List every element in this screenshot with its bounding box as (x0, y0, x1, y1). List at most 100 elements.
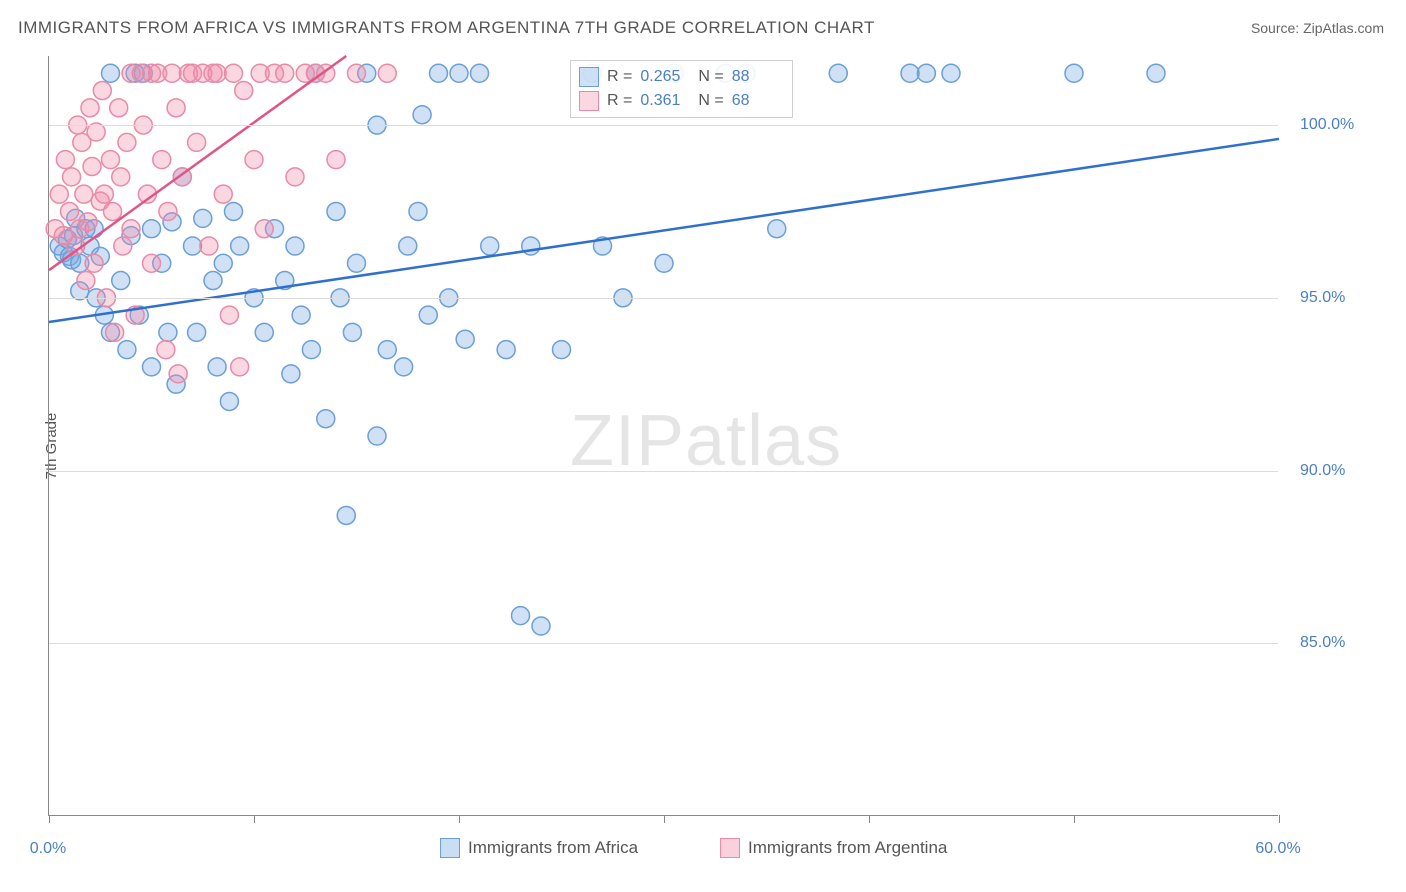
data-point (95, 185, 113, 203)
gridline (49, 471, 1278, 472)
data-point (93, 82, 111, 100)
x-tick (1074, 815, 1075, 823)
data-point (255, 323, 273, 341)
y-tick-label: 90.0% (1300, 462, 1345, 480)
data-point (225, 64, 243, 82)
gridline (49, 125, 1278, 126)
data-point (83, 158, 101, 176)
data-point (200, 237, 218, 255)
chart-svg (49, 56, 1278, 815)
data-point (143, 220, 161, 238)
data-point (79, 213, 97, 231)
legend-n-label: N = (698, 92, 723, 110)
data-point (102, 151, 120, 169)
legend-n-label: N = (698, 68, 723, 86)
data-point (220, 306, 238, 324)
data-point (368, 427, 386, 445)
data-point (1147, 64, 1165, 82)
data-point (829, 64, 847, 82)
legend-swatch (579, 91, 599, 111)
data-point (456, 330, 474, 348)
legend-correlation-row: R =0.361N =68 (579, 89, 782, 113)
legend-r-label: R = (607, 68, 632, 86)
data-point (399, 237, 417, 255)
data-point (378, 64, 396, 82)
legend-r-value: 0.361 (640, 92, 690, 110)
data-point (204, 272, 222, 290)
x-tick (49, 815, 50, 823)
legend-series-item: Immigrants from Africa (440, 838, 638, 858)
data-point (378, 341, 396, 359)
data-point (75, 185, 93, 203)
data-point (85, 254, 103, 272)
data-point (231, 237, 249, 255)
data-point (157, 341, 175, 359)
data-point (348, 254, 366, 272)
plot-area (48, 56, 1278, 816)
data-point (143, 358, 161, 376)
data-point (208, 358, 226, 376)
data-point (286, 168, 304, 186)
y-tick-label: 85.0% (1300, 634, 1345, 652)
data-point (118, 133, 136, 151)
data-point (163, 64, 181, 82)
data-point (917, 64, 935, 82)
data-point (225, 202, 243, 220)
data-point (122, 220, 140, 238)
legend-r-label: R = (607, 92, 632, 110)
x-tick (664, 815, 665, 823)
data-point (153, 151, 171, 169)
data-point (159, 323, 177, 341)
legend-swatch (440, 838, 460, 858)
data-point (942, 64, 960, 82)
data-point (188, 133, 206, 151)
data-point (63, 168, 81, 186)
data-point (112, 168, 130, 186)
legend-swatch (579, 67, 599, 87)
data-point (56, 151, 74, 169)
gridline (49, 298, 1278, 299)
data-point (110, 99, 128, 117)
data-point (231, 358, 249, 376)
data-point (112, 272, 130, 290)
data-point (214, 254, 232, 272)
data-point (114, 237, 132, 255)
data-point (245, 151, 263, 169)
data-point (184, 237, 202, 255)
data-point (167, 99, 185, 117)
x-tick-label: 0.0% (30, 840, 66, 858)
data-point (194, 209, 212, 227)
data-point (118, 341, 136, 359)
data-point (481, 237, 499, 255)
data-point (102, 64, 120, 82)
data-point (512, 607, 530, 625)
data-point (317, 410, 335, 428)
y-tick-label: 100.0% (1300, 116, 1354, 134)
data-point (208, 64, 226, 82)
data-point (61, 202, 79, 220)
legend-series-item: Immigrants from Argentina (720, 838, 947, 858)
trendline (49, 139, 1279, 322)
data-point (395, 358, 413, 376)
data-point (77, 272, 95, 290)
data-point (106, 323, 124, 341)
data-point (282, 365, 300, 383)
data-point (419, 306, 437, 324)
legend-swatch (720, 838, 740, 858)
data-point (255, 220, 273, 238)
x-tick (459, 815, 460, 823)
data-point (655, 254, 673, 272)
gridline (49, 643, 1278, 644)
legend-series-label: Immigrants from Africa (468, 838, 638, 858)
data-point (286, 237, 304, 255)
y-tick-label: 95.0% (1300, 289, 1345, 307)
data-point (901, 64, 919, 82)
data-point (413, 106, 431, 124)
data-point (81, 99, 99, 117)
legend-r-value: 0.265 (640, 68, 690, 86)
data-point (343, 323, 361, 341)
x-tick-label: 60.0% (1255, 840, 1300, 858)
data-point (302, 341, 320, 359)
data-point (497, 341, 515, 359)
data-point (104, 202, 122, 220)
